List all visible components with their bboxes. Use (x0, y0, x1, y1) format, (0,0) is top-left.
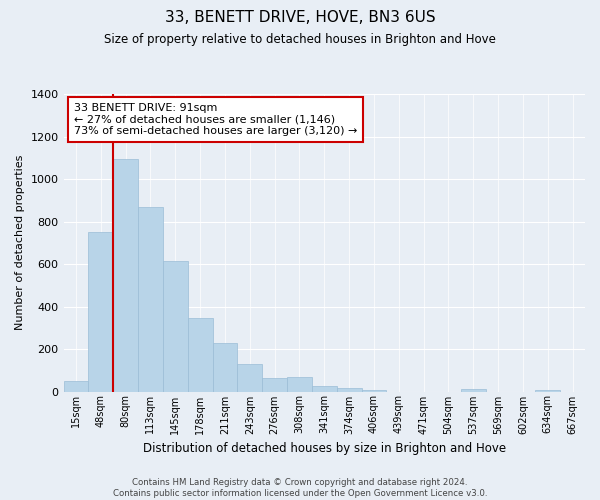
Text: 33 BENETT DRIVE: 91sqm
← 27% of detached houses are smaller (1,146)
73% of semi-: 33 BENETT DRIVE: 91sqm ← 27% of detached… (74, 103, 358, 136)
Bar (64, 381, 88, 392)
Bar (138, 206, 163, 392)
X-axis label: Distribution of detached houses by size in Brighton and Hove: Distribution of detached houses by size … (143, 442, 506, 455)
Bar (535, 390, 560, 392)
Bar (238, 364, 262, 392)
Y-axis label: Number of detached properties: Number of detached properties (15, 155, 25, 330)
Bar (362, 390, 386, 392)
Bar (212, 343, 238, 392)
Text: 33, BENETT DRIVE, HOVE, BN3 6US: 33, BENETT DRIVE, HOVE, BN3 6US (164, 10, 436, 25)
Bar (188, 318, 212, 392)
Bar (312, 386, 337, 392)
Bar (163, 261, 188, 392)
Text: Contains HM Land Registry data © Crown copyright and database right 2024.
Contai: Contains HM Land Registry data © Crown c… (113, 478, 487, 498)
Bar (287, 376, 312, 392)
Bar (337, 388, 362, 392)
Bar (461, 390, 485, 392)
Bar (88, 232, 113, 392)
Text: Size of property relative to detached houses in Brighton and Hove: Size of property relative to detached ho… (104, 32, 496, 46)
Bar (113, 159, 138, 392)
Bar (262, 378, 287, 392)
